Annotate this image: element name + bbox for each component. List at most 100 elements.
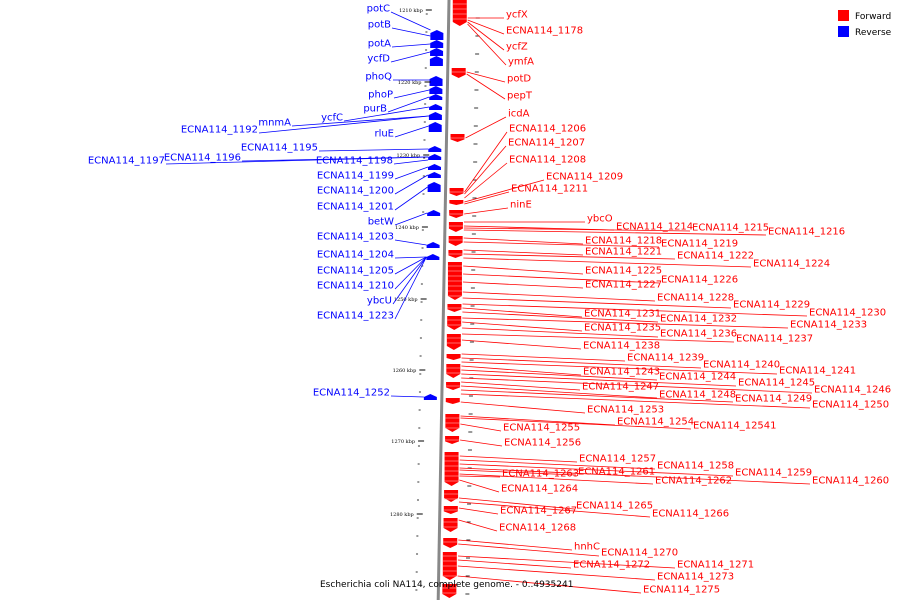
forward-gene [446,334,461,350]
forward-gene [448,236,463,246]
forward-gene-label: ECNA114_1226 [661,275,738,286]
forward-leader-line [457,575,642,594]
forward-leader-line [459,469,577,476]
reverse-gene [429,86,443,94]
reverse-gene-label: potA [368,39,391,50]
reverse-gene-label: ECNA114_1192 [181,125,258,136]
forward-leader-line [463,265,584,275]
forward-gene-label: ECNA114_1211 [511,184,588,195]
axis-tick-label: 1260 kbp [393,368,417,374]
reverse-gene-label: potC [367,4,390,15]
forward-leader-line [463,237,584,245]
forward-leader-line [458,543,600,557]
forward-gene-label: ymfA [508,57,534,68]
legend-label: Forward [855,12,891,22]
forward-gene [443,518,458,532]
forward-gene-label: ECNA114_1260 [812,476,889,487]
forward-gene-label: ECNA114_1224 [753,259,830,270]
forward-gene-label: ECNA114_1229 [733,300,810,311]
reverse-leader-line [394,256,427,290]
forward-gene-label: ECNA114_1207 [508,138,585,149]
forward-leader-line [461,357,702,369]
forward-gene-label: ECNA114_1227 [585,280,662,291]
forward-leader-line [464,131,508,193]
forward-gene-label: ECNA114_1235 [584,323,661,334]
forward-leader-line [462,303,808,317]
reverse-gene-label: mnmA [258,118,291,129]
reverse-leader-line [394,256,427,275]
forward-leader-line [461,369,658,381]
forward-leader-line [458,507,499,515]
forward-gene-label: ECNA114_1243 [583,367,660,378]
reverse-gene [428,122,442,132]
forward-gene-label: ECNA114_1264 [501,484,578,495]
forward-leader-line [464,145,507,195]
forward-gene [448,222,463,232]
forward-gene-label: ECNA114_1268 [499,523,576,534]
forward-gene-label: ECNA114_1250 [812,400,889,411]
forward-gene-label: ECNA114_1248 [659,390,736,401]
sequence-axis [436,0,451,600]
forward-leader-line [458,501,651,518]
forward-gene-label: ECNA114_1236 [660,329,737,340]
forward-gene-label: ECNA114_1272 [573,560,650,571]
forward-gene [452,0,467,26]
forward-gene [442,584,457,598]
figure-caption: Escherichia coli NA114, complete genome.… [320,580,573,590]
forward-gene-label: icdA [508,109,530,120]
reverse-leader-line [391,27,431,37]
reverse-gene [426,242,440,248]
reverse-leader-line [394,186,428,211]
forward-gene-label: ECNA114_1233 [790,320,867,331]
forward-leader-line [463,227,691,232]
reverse-gene-label: ycfC [321,113,343,124]
reverse-gene [428,154,442,160]
axis-tick-label: 1270 kbp [391,439,415,445]
reverse-gene [430,48,444,56]
forward-gene [451,68,466,78]
reverse-leader-line [390,51,431,63]
forward-gene-label: ECNA114_1214 [616,222,693,233]
forward-leader-line [461,381,581,391]
forward-gene-label: ECNA114_1249 [735,394,812,405]
forward-gene-label: ECNA114_1245 [738,378,815,389]
forward-gene-label: ECNA114_1266 [652,509,729,520]
forward-gene [444,490,459,502]
forward-leader-line [460,389,734,403]
forward-gene-label: ECNA114_1216 [768,227,845,238]
reverse-leader-line [390,11,431,31]
forward-gene [443,538,458,548]
forward-gene [445,398,460,404]
forward-gene-label: ECNA114_1230 [809,308,886,319]
forward-leader-line [467,21,505,51]
forward-gene-label: ECNA114_1270 [601,548,678,559]
forward-gene-label: ECNA114_1257 [579,454,656,465]
forward-gene [446,364,461,378]
forward-leader-line [462,307,583,318]
forward-gene-label: ECNA114_1244 [659,372,736,383]
reverse-gene-label: ECNA114_1198 [316,156,393,167]
forward-leader-line [463,241,660,248]
forward-gene-label: ECNA114_1254 [617,417,694,428]
forward-leader-line [463,257,752,268]
forward-leader-line [467,19,505,35]
forward-leader-line [459,467,811,485]
forward-gene-label: ECNA114_1275 [643,585,720,596]
reverse-gene-label: ECNA114_1196 [164,153,241,164]
forward-gene-label: pepT [507,91,533,102]
forward-leader-line [460,415,616,426]
forward-leader-line [459,463,734,477]
forward-leader-line [460,393,811,409]
reverse-gene-label: ECNA114_1210 [317,281,394,292]
reverse-gene-label: betW [368,217,394,228]
axis-tick-label: 1250 kbp [394,297,418,303]
reverse-gene [427,172,441,178]
forward-gene-label: ECNA114_1218 [585,236,662,247]
forward-leader-line [458,497,575,510]
forward-gene-label: ECNA114_1246 [814,385,891,396]
forward-leader-line [463,229,767,236]
forward-gene [447,316,462,330]
reverse-gene [429,104,443,110]
forward-leader-line [460,439,503,447]
